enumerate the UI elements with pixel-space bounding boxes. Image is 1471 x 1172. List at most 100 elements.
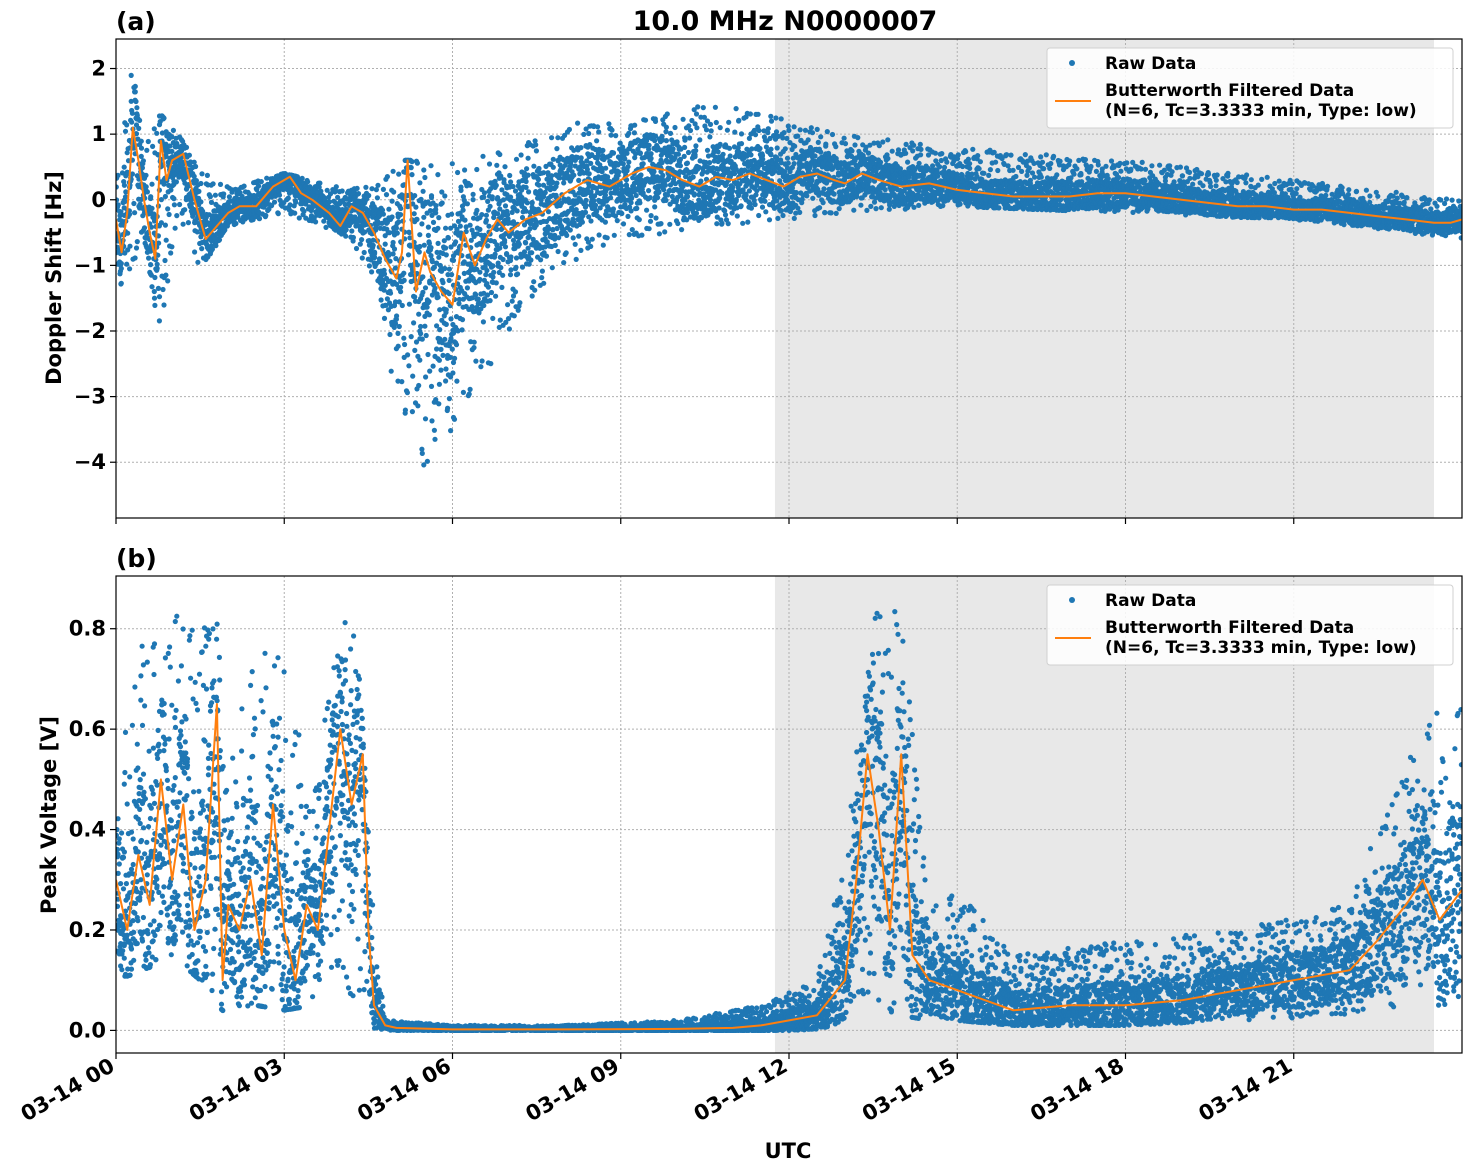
raw-data-point xyxy=(410,373,416,379)
raw-data-point xyxy=(216,237,223,243)
raw-data-point xyxy=(173,179,179,185)
raw-data-point xyxy=(629,227,635,233)
raw-data-point xyxy=(768,146,774,152)
raw-data-point xyxy=(967,165,973,171)
raw-data-point xyxy=(693,143,699,149)
raw-data-point xyxy=(156,240,162,246)
raw-data-point xyxy=(382,241,388,247)
raw-data-point xyxy=(423,332,429,339)
raw-data-point xyxy=(698,178,704,184)
raw-data-point xyxy=(600,147,606,153)
raw-data-point xyxy=(712,104,719,110)
raw-data-point xyxy=(446,396,452,402)
raw-data-point xyxy=(656,231,663,237)
raw-data-point xyxy=(196,188,202,194)
raw-data-point xyxy=(554,180,560,186)
raw-data-point xyxy=(752,132,759,138)
raw-data-point xyxy=(124,150,130,156)
raw-data-point xyxy=(435,225,441,231)
raw-data-point xyxy=(121,182,127,188)
raw-data-point xyxy=(640,161,646,167)
raw-data-point xyxy=(526,189,532,195)
raw-data-point xyxy=(820,200,826,206)
raw-data-point xyxy=(513,156,520,162)
raw-data-point xyxy=(145,138,151,145)
raw-data-point xyxy=(156,318,162,324)
raw-data-point xyxy=(485,284,491,290)
raw-data-point xyxy=(212,192,218,198)
raw-data-point xyxy=(438,346,444,352)
raw-data-point xyxy=(321,218,327,224)
raw-data-point xyxy=(363,184,369,190)
raw-data-point xyxy=(882,187,888,193)
raw-data-point xyxy=(448,316,454,322)
raw-data-point xyxy=(493,293,499,299)
raw-data-point xyxy=(595,124,601,130)
raw-data-point xyxy=(498,265,504,271)
raw-data-point xyxy=(885,155,891,162)
raw-data-point xyxy=(370,242,376,248)
raw-data-point xyxy=(394,230,400,236)
raw-data-point xyxy=(763,209,769,215)
raw-data-point xyxy=(128,72,134,78)
raw-data-point xyxy=(148,194,154,200)
raw-data-point xyxy=(428,245,434,251)
raw-data-point xyxy=(132,255,138,261)
raw-data-point xyxy=(316,184,322,190)
raw-data-point xyxy=(470,197,476,203)
raw-data-point xyxy=(633,192,639,199)
raw-data-point xyxy=(831,191,837,197)
raw-data-point xyxy=(571,172,577,178)
raw-data-point xyxy=(805,137,811,143)
raw-data-point xyxy=(568,161,574,167)
raw-data-point xyxy=(299,175,305,181)
raw-data-point xyxy=(333,200,339,206)
raw-data-point xyxy=(878,205,884,211)
raw-data-point xyxy=(466,391,472,397)
raw-data-point xyxy=(422,285,429,291)
raw-data-point xyxy=(561,260,567,266)
raw-data-point xyxy=(646,226,652,232)
raw-data-point xyxy=(818,149,824,155)
raw-data-point xyxy=(399,379,405,385)
raw-data-point xyxy=(386,206,392,212)
raw-data-point xyxy=(536,165,542,172)
raw-data-point xyxy=(131,200,137,207)
raw-data-point xyxy=(797,127,803,133)
raw-data-point xyxy=(734,213,740,219)
raw-data-point xyxy=(369,269,375,275)
raw-data-point xyxy=(434,346,440,352)
raw-data-point xyxy=(781,130,787,136)
raw-data-point xyxy=(459,317,466,323)
raw-data-point xyxy=(154,130,160,136)
raw-data-point xyxy=(490,274,496,280)
raw-data-point xyxy=(965,156,972,162)
raw-data-point xyxy=(632,122,638,128)
raw-data-point xyxy=(195,259,201,265)
raw-data-point xyxy=(647,218,654,224)
raw-data-point xyxy=(193,178,199,184)
raw-data-point xyxy=(122,199,128,205)
raw-data-point xyxy=(276,192,283,198)
raw-data-point xyxy=(685,149,692,156)
raw-data-point xyxy=(773,115,779,121)
raw-data-point xyxy=(419,221,425,227)
raw-data-point xyxy=(807,165,813,171)
raw-data-point xyxy=(588,160,594,166)
raw-data-point xyxy=(501,177,507,183)
raw-data-point xyxy=(269,203,275,209)
raw-data-point xyxy=(121,164,127,170)
raw-data-point xyxy=(287,202,293,208)
raw-data-point xyxy=(511,313,517,319)
raw-data-point xyxy=(144,147,150,153)
raw-data-point xyxy=(324,187,330,193)
raw-data-point xyxy=(419,336,425,342)
raw-data-point xyxy=(355,191,362,197)
raw-data-point xyxy=(436,357,442,363)
raw-data-point xyxy=(855,135,861,141)
raw-data-point xyxy=(389,198,395,204)
raw-data-point xyxy=(567,227,573,233)
raw-data-point xyxy=(687,135,693,141)
raw-data-point xyxy=(313,219,319,225)
raw-data-point xyxy=(648,151,654,157)
